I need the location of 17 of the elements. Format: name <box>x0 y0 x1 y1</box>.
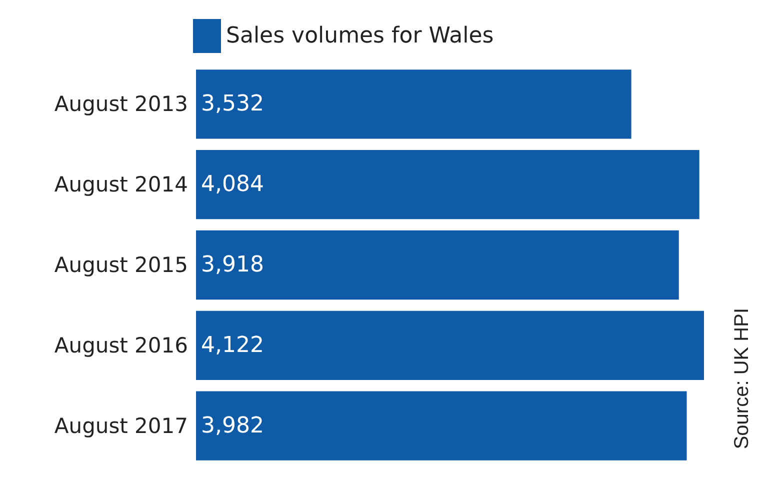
y-tick-label: August 2014 <box>54 172 188 197</box>
data-label: 4,122 <box>201 332 264 358</box>
bar <box>196 310 704 380</box>
data-label: 3,982 <box>201 413 264 438</box>
source-note: Source: UK HPI <box>731 308 753 450</box>
y-tick-label: August 2013 <box>54 92 188 116</box>
data-label: 4,084 <box>201 172 264 198</box>
bar <box>196 230 679 300</box>
y-tick-label: August 2015 <box>54 253 188 277</box>
bar <box>196 391 687 460</box>
y-tick-label: August 2017 <box>54 414 188 438</box>
bar <box>196 150 700 220</box>
y-tick-label: August 2016 <box>54 333 188 358</box>
data-label: 3,532 <box>201 92 264 117</box>
legend-label: Sales volumes for Wales <box>226 24 494 48</box>
bar <box>196 70 632 139</box>
data-label: 3,918 <box>201 252 264 278</box>
